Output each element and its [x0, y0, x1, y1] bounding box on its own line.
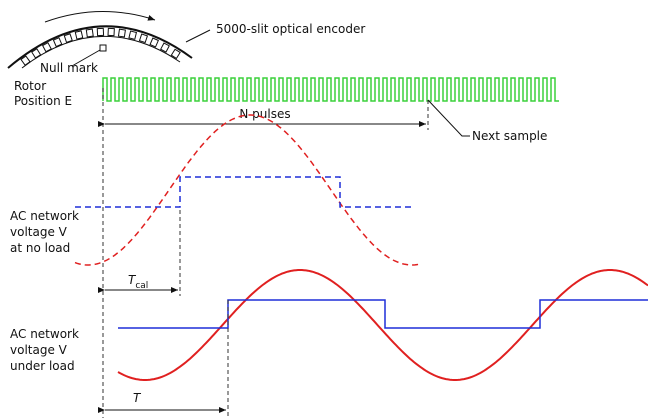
slit [75, 31, 82, 39]
slit [118, 29, 125, 37]
load-label: under load [10, 359, 75, 373]
no-load-label: at no load [10, 241, 70, 255]
null-mark-label: Null mark [40, 61, 98, 75]
no-load-square [75, 177, 415, 207]
slit [64, 34, 72, 43]
n-pulses-label: N pulses [239, 107, 290, 121]
next-sample-leader [428, 100, 470, 136]
rotor-label: Rotor [14, 79, 46, 93]
null-mark-square [100, 45, 106, 51]
slit [53, 38, 61, 47]
encoder-label: 5000-slit optical encoder [216, 22, 365, 36]
t-label: T [133, 391, 142, 405]
pulse-train [103, 78, 559, 101]
slit [97, 28, 103, 35]
load-label: voltage V [10, 343, 68, 357]
slit [161, 43, 170, 52]
no-load-label: voltage V [10, 225, 68, 239]
rotor-label: Position E [14, 94, 72, 108]
slit [139, 34, 147, 43]
next-sample-label: Next sample [472, 129, 547, 143]
tcal-subscript: cal [135, 281, 148, 291]
slit [86, 29, 93, 37]
load-sine [118, 270, 648, 380]
load-label: AC network [10, 327, 79, 341]
load-square [118, 300, 648, 328]
diagram: 5000-slit optical encoder Null mark Roto… [0, 0, 648, 418]
no-load-sine [75, 115, 419, 265]
rotation-arrow [45, 11, 155, 22]
no-load-label: AC network [10, 209, 79, 223]
encoder-slits [21, 28, 180, 65]
slit [108, 28, 114, 35]
slit [150, 38, 158, 47]
slit [129, 31, 136, 39]
encoder-leader [186, 30, 210, 42]
tcal-label: Tcal [128, 273, 148, 291]
